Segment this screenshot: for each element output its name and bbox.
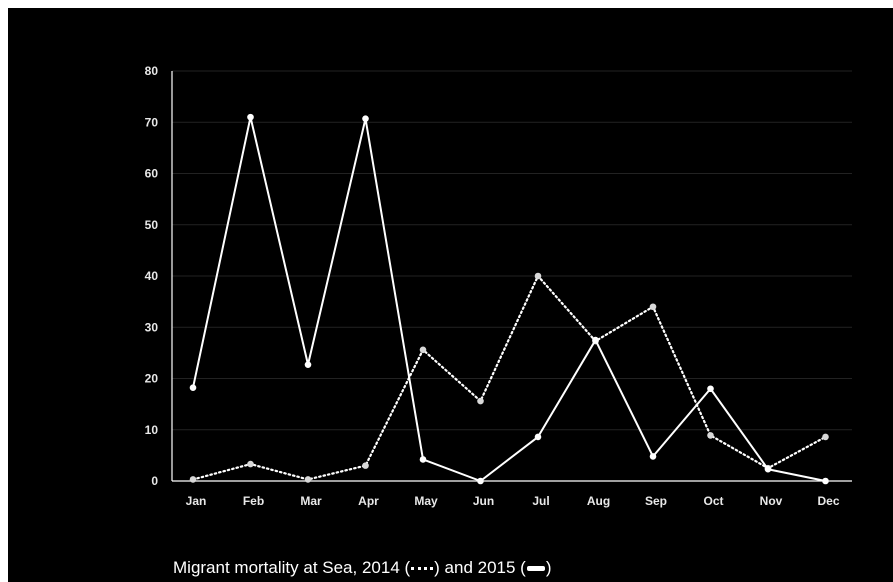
caption-prefix: Migrant mortality at Sea, 2014 ( bbox=[173, 558, 411, 577]
legend-dotted-line-icon bbox=[411, 567, 434, 571]
x-tick-labels: Jan Feb Mar Apr May Jun Jul Aug Sep Oct Nov Dec bbox=[186, 494, 840, 508]
axes bbox=[171, 71, 852, 482]
y-tick-label: 0 bbox=[151, 474, 158, 488]
caption-middle: ) and 2015 ( bbox=[434, 558, 526, 577]
caption-suffix: ) bbox=[545, 558, 552, 577]
x-tick-label: Aug bbox=[587, 494, 610, 508]
x-tick-label: Oct bbox=[703, 494, 723, 508]
y-tick-label: 10 bbox=[145, 423, 159, 437]
x-tick-label: Jan bbox=[186, 494, 207, 508]
data-point bbox=[304, 361, 312, 368]
series-line bbox=[191, 274, 827, 481]
x-tick-label: Nov bbox=[760, 494, 783, 508]
y-tick-label: 20 bbox=[145, 372, 159, 386]
data-point bbox=[419, 456, 427, 463]
series-dotted bbox=[189, 272, 829, 483]
data-point bbox=[822, 477, 829, 485]
x-tick-label: May bbox=[414, 494, 438, 508]
data-point bbox=[189, 476, 197, 483]
y-tick-label: 80 bbox=[145, 64, 159, 78]
data-point bbox=[362, 462, 369, 469]
data-point bbox=[592, 336, 599, 344]
y-tick-label: 30 bbox=[145, 320, 159, 334]
x-tick-label: Apr bbox=[358, 494, 379, 508]
data-point bbox=[304, 476, 312, 483]
data-point bbox=[822, 433, 829, 441]
x-tick-label: Jun bbox=[473, 494, 494, 508]
data-point bbox=[534, 272, 542, 280]
chart-caption: Migrant mortality at Sea, 2014 ( ) and 20… bbox=[173, 558, 552, 578]
y-tick-labels: 0 10 20 30 40 50 60 70 80 bbox=[145, 64, 159, 488]
chart-background bbox=[8, 8, 893, 582]
data-point bbox=[764, 465, 772, 473]
series-line bbox=[192, 116, 826, 482]
x-tick-label: Feb bbox=[243, 494, 264, 508]
series-solid bbox=[189, 113, 829, 485]
data-point bbox=[247, 113, 254, 121]
x-tick-label: Jul bbox=[532, 494, 549, 508]
data-point bbox=[649, 453, 657, 460]
y-tick-label: 40 bbox=[145, 269, 159, 283]
legend-solid-line-icon bbox=[526, 566, 545, 572]
data-point bbox=[707, 385, 714, 393]
y-tick-label: 70 bbox=[145, 115, 159, 129]
x-tick-label: Mar bbox=[300, 494, 322, 508]
data-point bbox=[419, 346, 427, 354]
y-tick-label: 60 bbox=[145, 167, 159, 181]
data-point bbox=[362, 115, 369, 122]
data-point bbox=[534, 433, 542, 441]
data-point bbox=[189, 384, 197, 392]
data-point bbox=[477, 397, 484, 405]
data-point bbox=[707, 432, 714, 439]
gridlines bbox=[172, 70, 852, 431]
data-point bbox=[477, 477, 484, 485]
y-tick-label: 50 bbox=[145, 218, 159, 232]
series bbox=[189, 113, 829, 485]
data-point bbox=[247, 460, 254, 468]
x-tick-label: Sep bbox=[645, 494, 667, 508]
data-point bbox=[649, 303, 657, 311]
x-tick-label: Dec bbox=[817, 494, 839, 508]
